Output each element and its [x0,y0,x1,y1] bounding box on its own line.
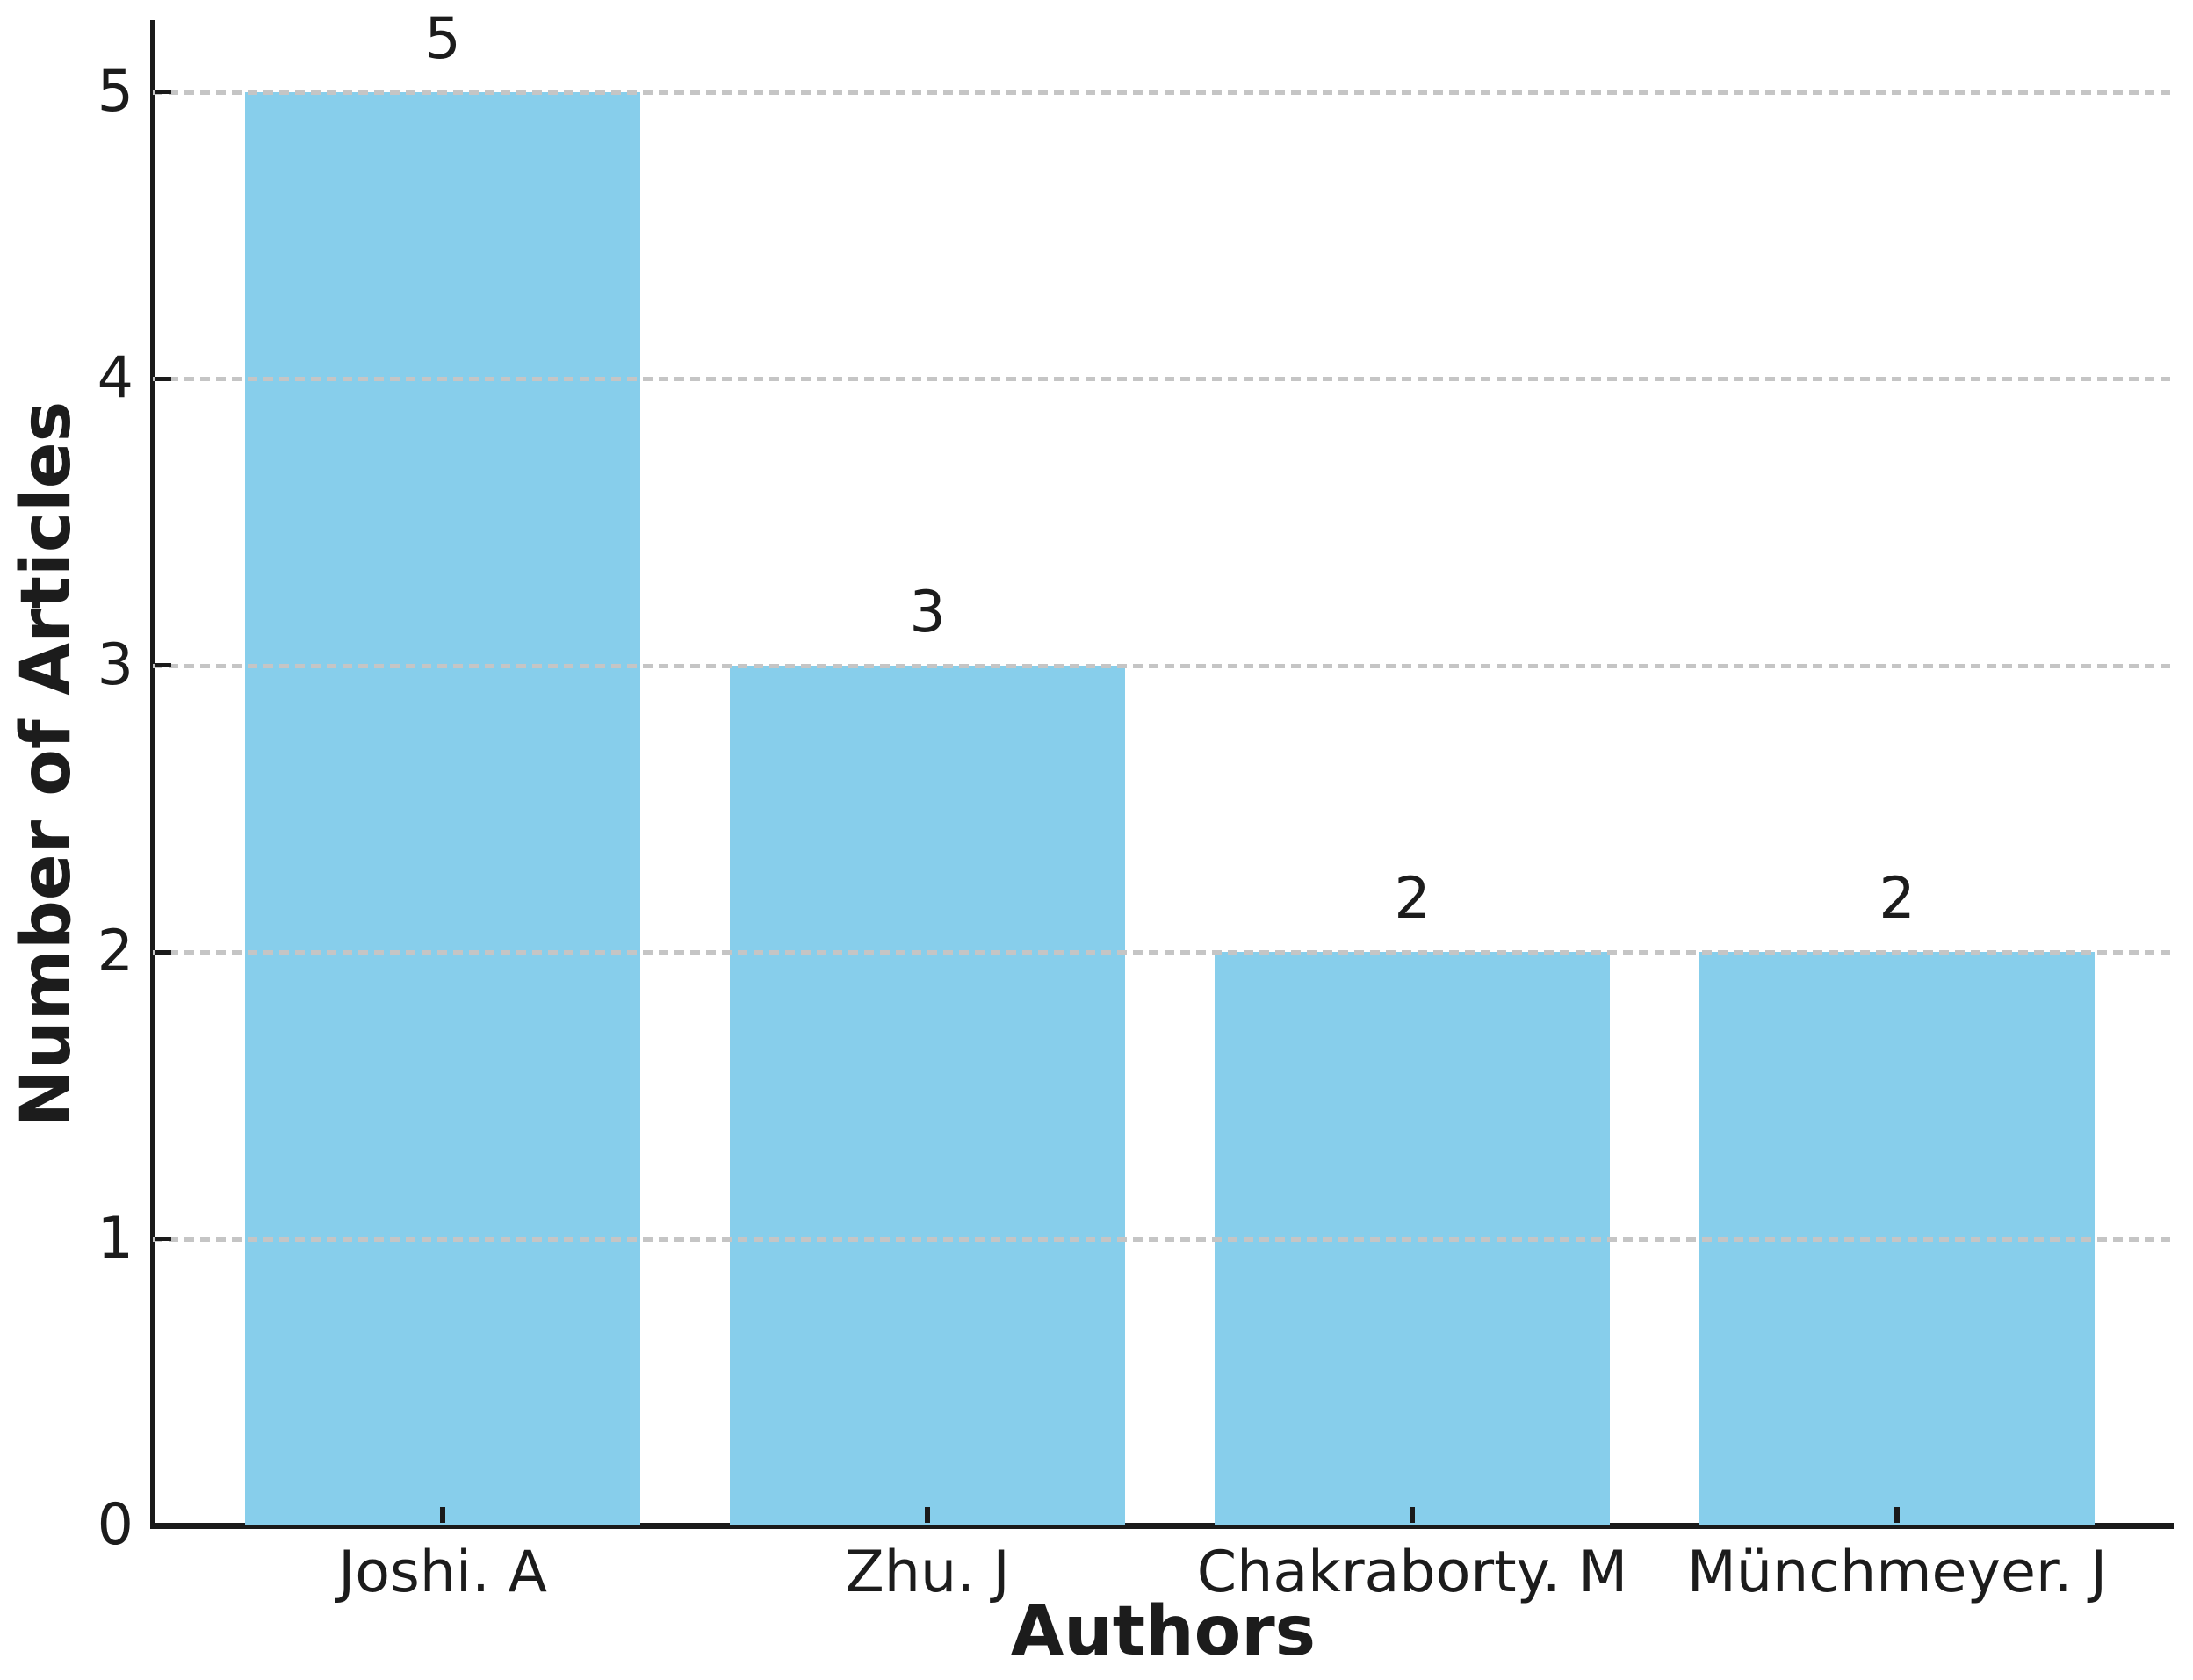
bar-value-label: 3 [909,579,946,645]
gridline-y-1 [153,1237,2174,1242]
x-tick-mark [440,1507,445,1523]
y-tick-label: 5 [97,58,133,125]
gridline-y-5 [153,90,2174,95]
y-tick-label: 0 [97,1492,133,1558]
x-tick-label: Münchmeyer. J [1686,1539,2108,1605]
bar-value-label: 2 [1879,866,1915,933]
x-axis-title: Authors [1010,1592,1317,1671]
y-tick-label: 1 [97,1205,133,1272]
y-tick-label: 2 [97,919,133,985]
gridline-y-3 [153,663,2174,668]
x-tick-label: Chakraborty. M [1196,1539,1628,1605]
gridline-y-4 [153,377,2174,382]
x-axis-spine [150,1523,2174,1529]
x-tick-mark [1410,1507,1415,1523]
y-tick-label: 3 [97,631,133,698]
y-axis-title-text: Number of Articles [7,400,86,1128]
y-axis-spine [150,20,155,1529]
x-tick-mark [925,1507,930,1523]
bar-value-label: 5 [424,5,461,72]
y-tick-mark [155,1523,171,1528]
bar-value-label: 2 [1394,866,1431,933]
x-tick-mark [1894,1507,1900,1523]
y-tick-label: 4 [97,345,133,412]
y-tick-mark [155,90,171,95]
y-tick-mark [155,376,171,381]
y-tick-mark [155,1237,171,1242]
y-tick-mark [155,663,171,668]
x-tick-label: Joshi. A [338,1539,547,1605]
gridline-y-2 [153,950,2174,955]
bar-1 [245,91,640,1525]
bar-2 [730,665,1125,1525]
x-tick-label: Zhu. J [845,1539,1010,1605]
y-tick-mark [155,949,171,955]
